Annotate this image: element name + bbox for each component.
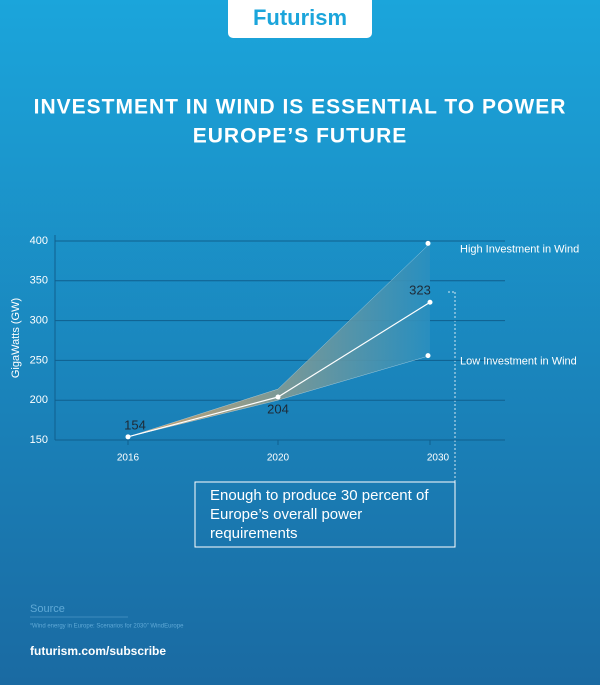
x-tick-label: 2016 xyxy=(117,453,140,464)
plot: 150 200 250 300 350 400 2016 2020 2030 High Inves… xyxy=(30,235,580,464)
data-label: 204 xyxy=(267,401,289,416)
title-line: EUROPE’S FUTURE xyxy=(193,125,408,148)
x-tick-label: 2020 xyxy=(267,453,290,464)
bound-line xyxy=(127,355,431,438)
annotation-line: Europe’s overall power xyxy=(210,506,362,523)
y-tick-label: 300 xyxy=(30,315,48,327)
bound-line xyxy=(127,243,431,438)
title-line: INVESTMENT IN WIND IS ESSENTIAL TO POWER xyxy=(34,96,567,119)
y-tick-label: 200 xyxy=(30,394,48,406)
point xyxy=(275,394,281,400)
y-tick-label: 150 xyxy=(30,434,48,446)
logo: Futurism xyxy=(253,5,347,30)
y-tick-label: 350 xyxy=(30,275,48,287)
data-label: 323 xyxy=(409,283,431,298)
end-point xyxy=(425,353,431,359)
annotation-line: Enough to produce 30 percent of xyxy=(210,487,429,504)
end-point xyxy=(425,240,431,246)
point xyxy=(125,434,131,440)
y-tick-label: 250 xyxy=(30,354,48,366)
footer-link[interactable]: futurism.com/subscribe xyxy=(30,644,166,658)
source-title: Source xyxy=(30,603,65,615)
annotation-box xyxy=(194,481,456,548)
annotation-line: requirements xyxy=(210,525,298,542)
source: “Wind energy in Europe: Scenarios for 20… xyxy=(30,624,184,630)
logo-box xyxy=(228,0,372,38)
series-name: High Investment in Wind xyxy=(460,243,579,255)
y-axis-label: GigaWatts (GW) xyxy=(10,298,22,378)
series-name: Low Investment in Wind xyxy=(460,356,577,368)
data-label: 154 xyxy=(124,417,146,432)
y-tick-label: 400 xyxy=(30,235,48,247)
x-tick-label: 2030 xyxy=(427,453,450,464)
point xyxy=(427,299,433,305)
